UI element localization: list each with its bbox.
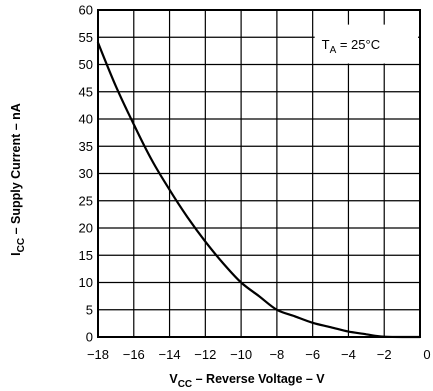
y-tick-label: 30 [79, 166, 93, 181]
x-tick-label: −8 [269, 347, 284, 362]
y-tick-label: 35 [79, 139, 93, 154]
y-tick-label: 15 [79, 248, 93, 263]
y-tick-label: 50 [79, 57, 93, 72]
x-axis-label-sub: CC [178, 379, 192, 390]
y-tick-label: 45 [79, 84, 93, 99]
y-tick-labels: 0 5 10 15 20 25 30 35 40 45 50 55 60 [79, 3, 93, 345]
x-tick-label: −14 [159, 347, 181, 362]
x-tick-label: −2 [377, 347, 392, 362]
annotation-rest: = 25°C [336, 37, 380, 52]
annotation-temperature: TA = 25°C [322, 37, 381, 56]
annotation-sub: A [330, 45, 337, 56]
x-tick-label: −10 [230, 347, 252, 362]
x-tick-label: −6 [305, 347, 320, 362]
x-tick-label: −4 [341, 347, 356, 362]
y-tick-label: 25 [79, 193, 93, 208]
plot-frame [97, 9, 421, 338]
y-tick-label: 55 [79, 30, 93, 45]
annotation-main: T [322, 37, 330, 52]
y-tick-label: 20 [79, 221, 93, 236]
y-tick-label: 0 [86, 330, 93, 345]
y-axis-label-main: I [9, 252, 23, 255]
x-tick-label: 0 [423, 347, 430, 362]
x-axis-label-main: V [169, 372, 178, 386]
y-tick-label: 10 [79, 275, 93, 290]
y-tick-label: 60 [79, 3, 93, 18]
x-axis-label: VCC – Reverse Voltage – V [169, 372, 325, 390]
x-tick-label: −16 [123, 347, 145, 362]
x-tick-label: −18 [87, 347, 109, 362]
annotation-background [314, 24, 418, 64]
y-axis-label-rest: – Supply Current – nA [9, 103, 23, 238]
series-line [96, 41, 422, 339]
x-tick-label: −12 [194, 347, 216, 362]
annotation-box: TA = 25°C [314, 24, 418, 64]
x-tick-labels: −18 −16 −14 −12 −10 −8 −6 −4 −2 0 [87, 347, 431, 362]
y-axis-label-sub: CC [16, 238, 27, 252]
y-tick-label: 5 [86, 302, 93, 317]
y-tick-label: 40 [79, 112, 93, 127]
y-axis-label: ICC – Supply Current – nA [9, 103, 27, 256]
x-axis-label-rest: – Reverse Voltage – V [192, 372, 325, 386]
